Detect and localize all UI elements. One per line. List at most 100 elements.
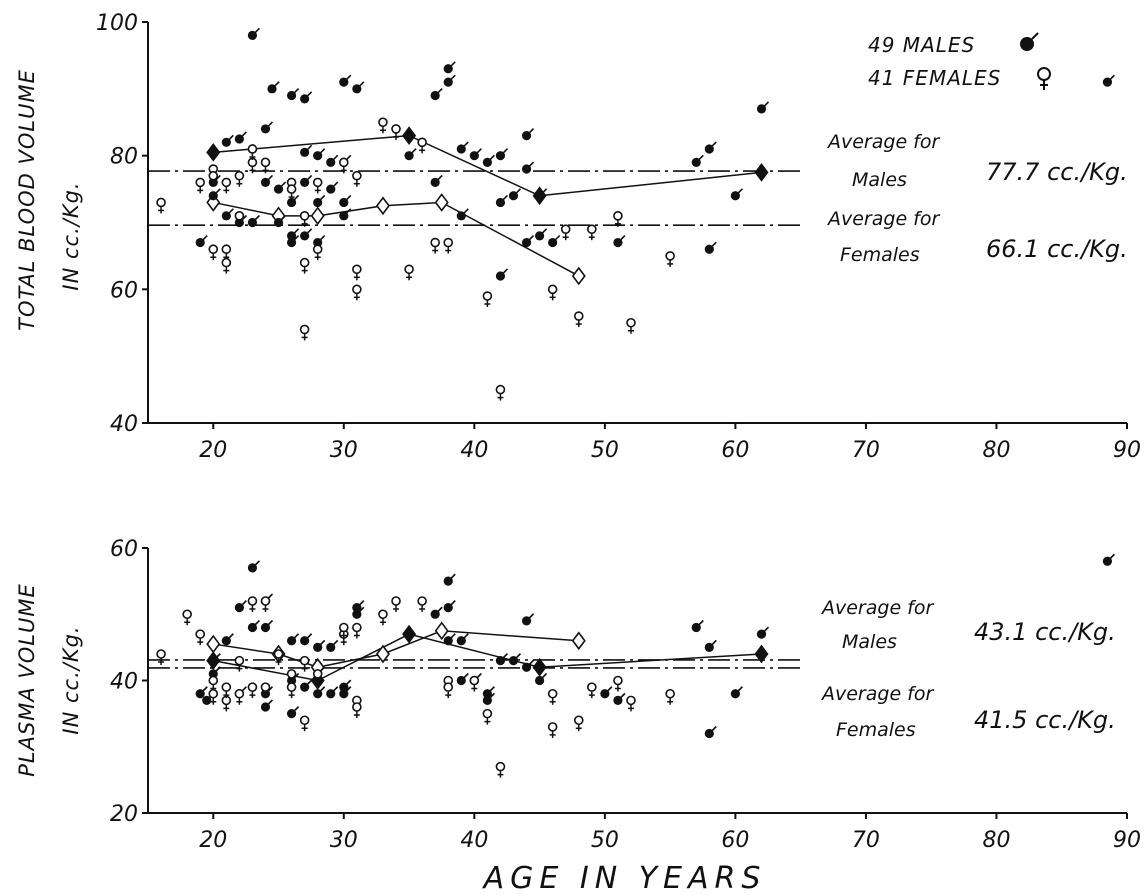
x-tick-label: 80 [982,438,1010,463]
female-point [221,695,232,712]
x-tick-label: 50 [591,438,619,463]
female-point [299,655,310,672]
males-mean-diamond [402,624,417,644]
male-point [521,613,535,626]
male-point [756,101,770,114]
x-tick-label: 40 [460,828,488,853]
bottom-ylabel-text: PLASMA VOLUME [15,583,39,777]
bottom-average-lines [148,659,801,669]
male-point [267,81,280,94]
y-tick-label: 60 [110,537,138,562]
male-point [730,686,743,699]
male-point [456,672,469,686]
female-point [260,596,271,612]
male-point [339,74,352,87]
male-point [339,686,352,699]
males-mean-diamond [402,126,417,145]
legend-females-label: 41 FEMALES [868,66,1001,90]
male-point [260,121,274,134]
male-point [443,573,456,586]
male-point [535,672,548,686]
top-avg-males-label1: Average for [826,131,940,153]
male-point [613,234,626,248]
top-ylabel: TOTAL BLOOD VOLUME [15,69,39,331]
top-ylabel-text: TOTAL BLOOD VOLUME [15,69,39,331]
male-point [404,148,417,161]
female-point [573,311,584,328]
female-point [613,675,623,692]
female-point [234,211,245,227]
female-point [587,224,597,241]
females-mean-diamond [206,634,221,654]
male-point [704,725,717,739]
female-point [378,609,388,626]
female-point [547,688,558,705]
bottom-ylabel: PLASMA VOLUME [15,583,39,777]
female-point [352,622,362,639]
male-point [469,148,482,161]
y-tick-label: 40 [110,412,138,437]
females-mean-diamond [571,266,586,286]
female-point [391,596,401,612]
female-point [665,251,675,267]
male-point [691,154,704,167]
legend-males-label: 49 MALES [868,33,975,57]
male-point [352,81,365,94]
bottom-avg-females-label2: Females [836,719,916,741]
male-point [482,692,495,705]
male-point [548,234,561,248]
female-point [260,157,271,174]
female-point [352,264,362,281]
female-point [234,655,245,672]
top-y-ticks: 40 60 80 100 [96,11,148,437]
male-point [508,653,522,666]
females-mean-diamond [375,644,390,664]
female-point [286,184,297,201]
male-point [273,214,287,228]
female-point [208,675,219,692]
female-point [195,177,206,194]
female-point [547,284,558,301]
female-point [299,211,310,227]
male-point [508,188,522,201]
male-point [326,639,339,652]
male-point [521,659,535,672]
female-point [234,170,245,187]
male-point [456,141,469,154]
female-point [208,170,219,187]
female-point [443,237,454,254]
male-point [286,194,300,208]
male-point [260,174,274,187]
male-point [352,606,365,619]
female-point [547,722,558,738]
male-point [495,653,509,666]
male-point [221,208,234,221]
female-point [312,244,323,261]
female-point [352,284,362,301]
female-point [626,695,636,712]
female-point [613,211,623,227]
bottom-avg-females-label1: Average for [820,683,934,705]
male-point [443,633,456,646]
male-point [300,174,313,187]
female-point [299,257,310,274]
male-point [326,181,339,194]
male-point [430,174,443,187]
males-mean-diamond [754,163,769,182]
bottom-avg-males-value: 43.1 cc./Kg. [974,618,1116,646]
female-point [247,144,258,160]
male-point [704,141,717,154]
female-point [378,117,388,134]
female-point [299,324,310,341]
female-point [221,682,232,699]
male-point [208,653,221,666]
female-point [182,609,192,626]
female-point [286,669,297,685]
male-point [300,633,313,646]
female-point [404,264,414,281]
male-point [326,154,339,167]
top-panel: TOTAL BLOOD VOLUME IN cc./Kg. 406080100 … [15,11,1141,463]
x-tick-label: 20 [199,438,227,463]
top-avg-females-value: 66.1 cc./Kg. [986,235,1128,263]
